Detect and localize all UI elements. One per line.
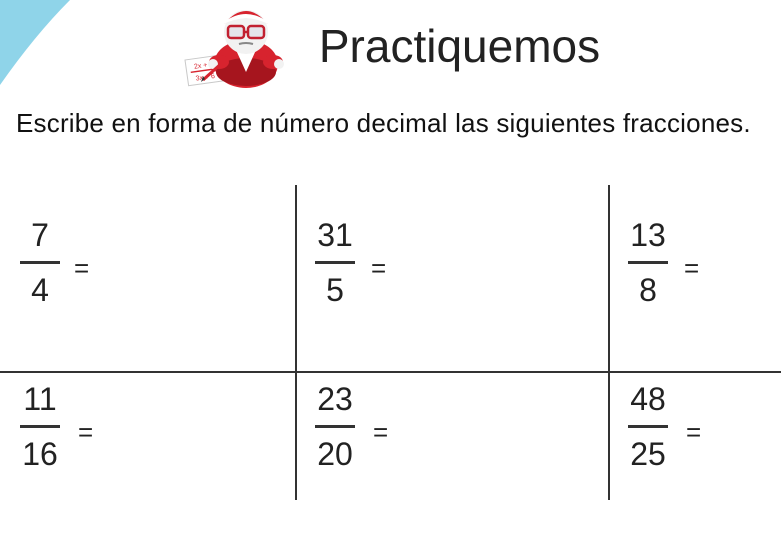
equals-sign: = bbox=[74, 253, 89, 284]
denominator: 4 bbox=[20, 270, 60, 310]
fraction-cell: 23 20 = bbox=[295, 371, 608, 521]
equals-sign: = bbox=[373, 417, 388, 448]
mascot-icon: 2x + 4y 3x + 6 bbox=[181, 2, 301, 90]
denominator: 16 bbox=[20, 434, 60, 474]
fraction: 11 16 bbox=[20, 379, 60, 474]
fraction-bar bbox=[20, 425, 60, 428]
denominator: 25 bbox=[628, 434, 668, 474]
numerator: 48 bbox=[628, 379, 668, 419]
equals-sign: = bbox=[684, 253, 699, 284]
instruction-text: Escribe en forma de número decimal las s… bbox=[16, 108, 781, 139]
fraction-cell: 11 16 = bbox=[0, 371, 295, 521]
corner-accent bbox=[0, 0, 90, 90]
equals-sign: = bbox=[686, 417, 701, 448]
fraction-bar bbox=[628, 261, 668, 264]
numerator: 7 bbox=[20, 215, 60, 255]
denominator: 8 bbox=[628, 270, 668, 310]
denominator: 5 bbox=[315, 270, 355, 310]
numerator: 11 bbox=[20, 379, 60, 419]
worksheet-grid: 7 4 = 31 5 = 13 8 = 11 16 = 23 bbox=[0, 185, 781, 500]
fraction-bar bbox=[315, 261, 355, 264]
fraction: 48 25 bbox=[628, 379, 668, 474]
fraction: 31 5 bbox=[315, 215, 355, 310]
fraction-cell: 48 25 = bbox=[608, 371, 781, 521]
fraction-bar bbox=[315, 425, 355, 428]
numerator: 31 bbox=[315, 215, 355, 255]
header: 2x + 4y 3x + 6 bbox=[0, 0, 781, 90]
fraction-cell: 13 8 = bbox=[608, 185, 781, 335]
fraction: 7 4 bbox=[20, 215, 60, 310]
fraction: 23 20 bbox=[315, 379, 355, 474]
fraction-bar bbox=[628, 425, 668, 428]
fraction: 13 8 bbox=[628, 215, 668, 310]
fraction-cell: 31 5 = bbox=[295, 185, 608, 335]
fraction-bar bbox=[20, 261, 60, 264]
fraction-cell: 7 4 = bbox=[0, 185, 295, 335]
numerator: 23 bbox=[315, 379, 355, 419]
equals-sign: = bbox=[371, 253, 386, 284]
denominator: 20 bbox=[315, 434, 355, 474]
equals-sign: = bbox=[78, 417, 93, 448]
page-title: Practiquemos bbox=[319, 19, 600, 73]
numerator: 13 bbox=[628, 215, 668, 255]
